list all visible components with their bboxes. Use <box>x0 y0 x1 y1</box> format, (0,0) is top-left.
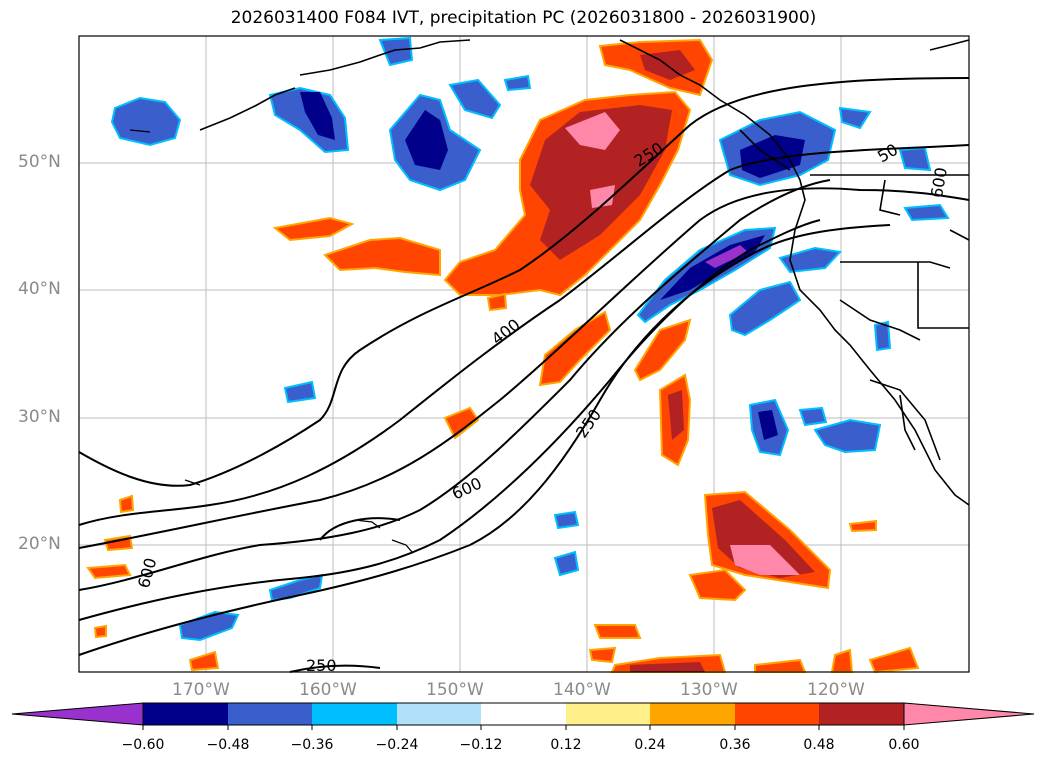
colorbar-tick-label: 0.48 <box>803 737 835 753</box>
lat-label: 40°N <box>18 279 61 299</box>
colorbar-tick-label: 0.24 <box>634 737 666 753</box>
colorbar <box>11 702 1035 730</box>
colorbar-tick-label: −0.36 <box>290 737 334 753</box>
lon-label: 130°W <box>680 680 738 700</box>
colorbar-extend-right <box>903 702 1035 726</box>
colorbar-tick-label: −0.60 <box>121 737 165 753</box>
colorbar-segment <box>650 703 735 725</box>
colorbar-tick-label: 0.36 <box>719 737 751 753</box>
colorbar-tick-label: 0.12 <box>550 737 582 753</box>
lat-label: 30°N <box>18 407 61 427</box>
ivt-contours <box>78 77 970 673</box>
islands <box>129 129 413 553</box>
colorbar-tick-label: −0.48 <box>206 737 250 753</box>
colorbar-segment <box>481 703 566 725</box>
colorbar-tick-label: 0.60 <box>888 737 920 753</box>
colorbar-tick-label: −0.24 <box>375 737 419 753</box>
lon-label: 140°W <box>553 680 611 700</box>
lon-label: 120°W <box>807 680 865 700</box>
lon-label: 160°W <box>299 680 357 700</box>
colorbar-tick-label: −0.12 <box>459 737 503 753</box>
lon-label: 150°W <box>426 680 484 700</box>
chart-title: 2026031400 F084 IVT, precipitation PC (2… <box>230 8 817 28</box>
colorbar-extend-left <box>11 702 144 726</box>
colorbar-segment <box>735 703 819 725</box>
contour-label: 250 <box>306 656 337 675</box>
lon-label: 170°W <box>172 680 230 700</box>
lat-label: 20°N <box>18 534 61 554</box>
colorbar-segment <box>228 703 312 725</box>
precip-negative-fields <box>110 36 950 642</box>
colorbar-segment <box>819 703 904 725</box>
lat-label: 50°N <box>18 152 61 172</box>
coastlines <box>199 39 970 506</box>
colorbar-segment <box>312 703 397 725</box>
colorbar-segment <box>397 703 481 725</box>
map-frame <box>78 35 970 673</box>
colorbar-segment <box>566 703 650 725</box>
precip-positive-fields <box>86 38 920 674</box>
colorbar-segment <box>143 703 228 725</box>
